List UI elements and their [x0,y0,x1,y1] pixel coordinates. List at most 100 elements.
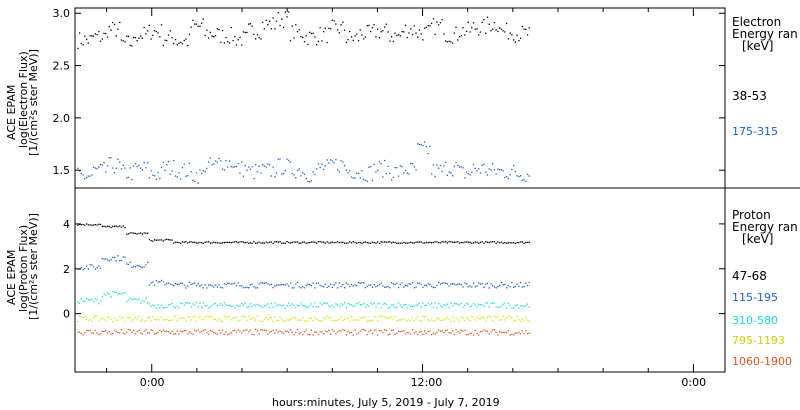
data-point [361,170,363,172]
data-point [406,172,408,174]
data-point [260,305,262,307]
data-point [129,316,131,319]
data-point [415,169,417,171]
data-point [190,26,192,28]
data-point [136,40,138,42]
data-point [500,332,503,334]
data-point [166,164,168,166]
data-point [248,166,250,168]
data-point [467,303,469,305]
data-point [235,304,238,306]
data-point [493,241,496,243]
data-point [185,287,187,289]
data-point [91,320,93,322]
data-point [357,40,360,42]
data-point [213,319,215,321]
data-point [120,317,123,319]
data-point [305,320,307,322]
data-point [481,304,483,306]
data-point [162,329,164,331]
data-point [263,329,265,331]
data-point [166,318,168,320]
data-point [256,330,259,332]
data-point [153,318,156,320]
data-point [303,305,306,307]
data-point [493,169,496,171]
data-point [441,282,443,284]
data-point [300,242,302,244]
data-point [228,333,231,335]
data-point [110,157,112,159]
data-point [140,35,142,37]
data-point [99,300,102,302]
data-point [406,332,408,334]
data-point [397,242,400,244]
data-point [255,164,257,166]
data-point [192,316,194,318]
data-point [263,318,265,321]
data-point [425,146,428,148]
data-point [465,171,468,173]
data-point [518,318,520,321]
data-point [300,287,302,289]
data-point [422,302,424,304]
data-point [450,320,452,323]
data-point [284,284,286,286]
data-point [305,35,307,37]
data-point [326,302,328,304]
data-point [77,224,79,226]
data-point [155,239,157,241]
data-point [391,282,393,284]
data-point [199,331,201,333]
data-point [201,318,203,320]
data-point [432,18,435,20]
data-point [509,32,511,34]
data-point [309,31,311,33]
data-point [432,320,435,322]
data-point [387,241,389,243]
data-point [378,330,381,332]
data-point [382,30,384,32]
data-point [234,307,236,309]
legend-proton-795-1193: 795-1193 [732,334,785,347]
data-point [190,332,192,334]
data-point [89,318,91,321]
data-point [492,241,494,243]
data-point [359,29,361,31]
data-point [143,300,145,302]
data-point [286,158,288,160]
data-point [122,225,124,227]
data-point [354,177,356,179]
data-point [140,320,142,322]
data-point [354,241,356,244]
data-point [106,316,109,318]
data-point [321,320,323,322]
data-point [251,306,253,308]
data-point [195,285,198,287]
data-point [401,242,403,244]
data-point [523,286,525,288]
data-point [117,255,119,257]
data-point [445,241,447,243]
data-point [286,16,288,18]
data-point [242,304,245,306]
data-point [269,241,271,243]
data-point [441,330,443,332]
data-point [464,304,466,306]
data-point [319,284,321,287]
data-point [511,317,513,319]
series-47-68 [77,223,530,244]
data-point [364,179,367,182]
data-point [101,164,103,166]
data-point [478,282,480,284]
data-point [431,22,433,25]
proton-ylabel-1: ACE EPAM [5,249,18,305]
data-point [94,33,96,35]
data-point [377,320,379,322]
data-point [528,241,530,243]
data-point [199,241,201,244]
data-point [458,242,461,244]
data-point [436,164,438,166]
data-point [380,241,382,243]
data-point [471,171,473,173]
